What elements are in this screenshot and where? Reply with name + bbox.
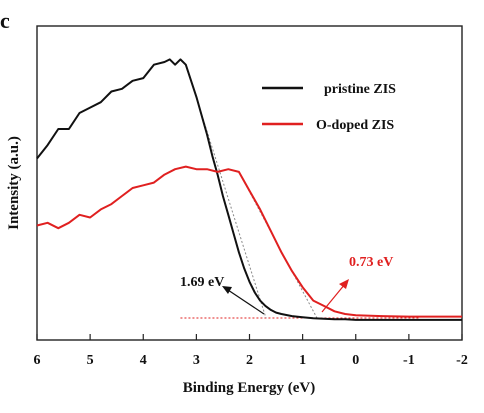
x-tick-label: -1: [403, 353, 415, 368]
x-tick-label: 1: [299, 353, 306, 368]
arrow-0-73-head: [339, 279, 349, 289]
x-tick-label: 6: [34, 353, 41, 368]
annotation-arrows: [222, 279, 349, 315]
x-tick-label: 0: [352, 353, 359, 368]
series-lines: [36, 58, 462, 321]
x-tick-label: -2: [456, 353, 468, 368]
legend-label-pristine: pristine ZIS: [324, 82, 396, 97]
arrow-1-69-head: [222, 286, 232, 294]
series-line-pristine: [36, 58, 462, 321]
arrow-0-73: [321, 283, 346, 313]
x-tick-label: 4: [140, 353, 147, 368]
x-axis-label: Binding Energy (eV): [183, 380, 316, 396]
arrow-1-69: [227, 289, 265, 315]
y-axis-label: Intensity (a.u.): [6, 136, 22, 230]
x-tick-label: 5: [87, 353, 94, 368]
x-axis-ticks: 6 5 4 3 2 1 0 -1 -2: [34, 334, 468, 368]
plot-frame: [36, 25, 463, 341]
annotation-0-73-ev: 0.73 eV: [349, 255, 393, 270]
legend: pristine ZIS O-doped ZIS: [262, 82, 396, 133]
annotation-1-69-ev: 1.69 eV: [180, 275, 224, 290]
x-tick-label: 3: [193, 353, 200, 368]
panel-label: c: [0, 8, 10, 33]
x-tick-label: 2: [246, 353, 253, 368]
series-line-o-doped: [36, 165, 462, 318]
legend-label-o-doped: O-doped ZIS: [316, 118, 394, 133]
